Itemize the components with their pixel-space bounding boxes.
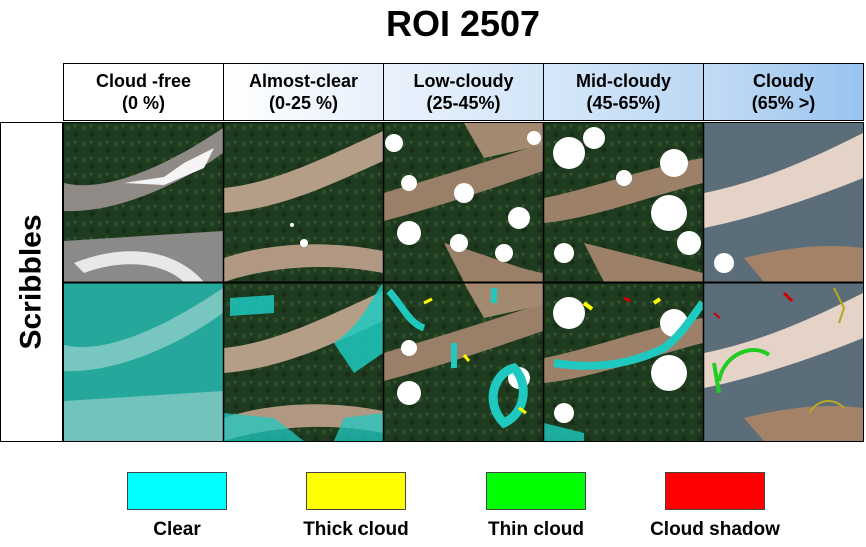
tile-low-cloudy-scribbles: [384, 283, 543, 441]
column-name: Mid-cloudy: [576, 71, 671, 91]
row-label-box: Scribbles: [0, 122, 63, 442]
legend-item-clear: Clear: [97, 472, 257, 541]
legend-label-cloud-shadow: Cloud shadow: [650, 519, 780, 540]
legend-item-thick-cloud: Thick cloud: [276, 472, 436, 541]
legend-swatch-thick-cloud: [306, 472, 406, 510]
tile-cloud-free-image: [64, 123, 223, 282]
column-header-almost-clear: Almost-clear (0-25 %): [224, 64, 384, 120]
tile-mid-cloudy-image: [544, 123, 703, 282]
column-name: Low-cloudy: [413, 71, 514, 91]
tile-cloud-free-scribbles: [64, 283, 223, 441]
tile-almost-clear-scribbles: [224, 283, 383, 441]
legend-label-thin-cloud: Thin cloud: [487, 519, 585, 540]
column-range: (0-25 %): [268, 93, 339, 113]
column-range: (45-65%): [586, 93, 661, 113]
column-header-low-cloudy: Low-cloudy (25-45%): [384, 64, 544, 120]
tile-almost-clear-image: [224, 123, 383, 282]
column-name: Cloud -free: [95, 71, 191, 91]
image-grid-svg: [64, 123, 863, 441]
column-header-row: Cloud -free (0 %) Almost-clear (0-25 %) …: [63, 63, 864, 121]
column-name: Almost-clear: [248, 71, 359, 91]
column-header-mid-cloudy: Mid-cloudy (45-65%): [544, 64, 704, 120]
column-name: Cloudy: [753, 71, 814, 91]
legend-swatch-clear: [127, 472, 227, 510]
legend-item-thin-cloud: Thin cloud: [456, 472, 616, 541]
legend-swatch-thin-cloud: [486, 472, 586, 510]
column-range: (65% >): [751, 93, 816, 113]
tile-cloudy-image: [704, 123, 863, 282]
column-header-cloudy: Cloudy (65% >): [704, 64, 863, 120]
tile-mid-cloudy-scribbles: [544, 283, 707, 441]
column-range: (0 %): [121, 93, 165, 113]
tile-cloudy-scribbles: [704, 283, 863, 441]
image-grid: [63, 122, 864, 442]
column-header-cloud-free: Cloud -free (0 %): [64, 64, 224, 120]
figure-title: ROI 2507: [385, 3, 541, 44]
legend-label-clear: Clear: [153, 519, 201, 540]
grid-lines: [64, 123, 863, 441]
legend: Clear Thick cloud Thin cloud Cloud shado…: [0, 472, 866, 547]
legend-swatch-cloud-shadow: [665, 472, 765, 510]
legend-item-cloud-shadow: Cloud shadow: [635, 472, 795, 541]
legend-label-thick-cloud: Thick cloud: [303, 519, 409, 540]
tile-low-cloudy-image: [384, 123, 543, 282]
row-label-scribbles: Scribbles: [14, 214, 48, 350]
column-range: (25-45%): [426, 93, 501, 113]
